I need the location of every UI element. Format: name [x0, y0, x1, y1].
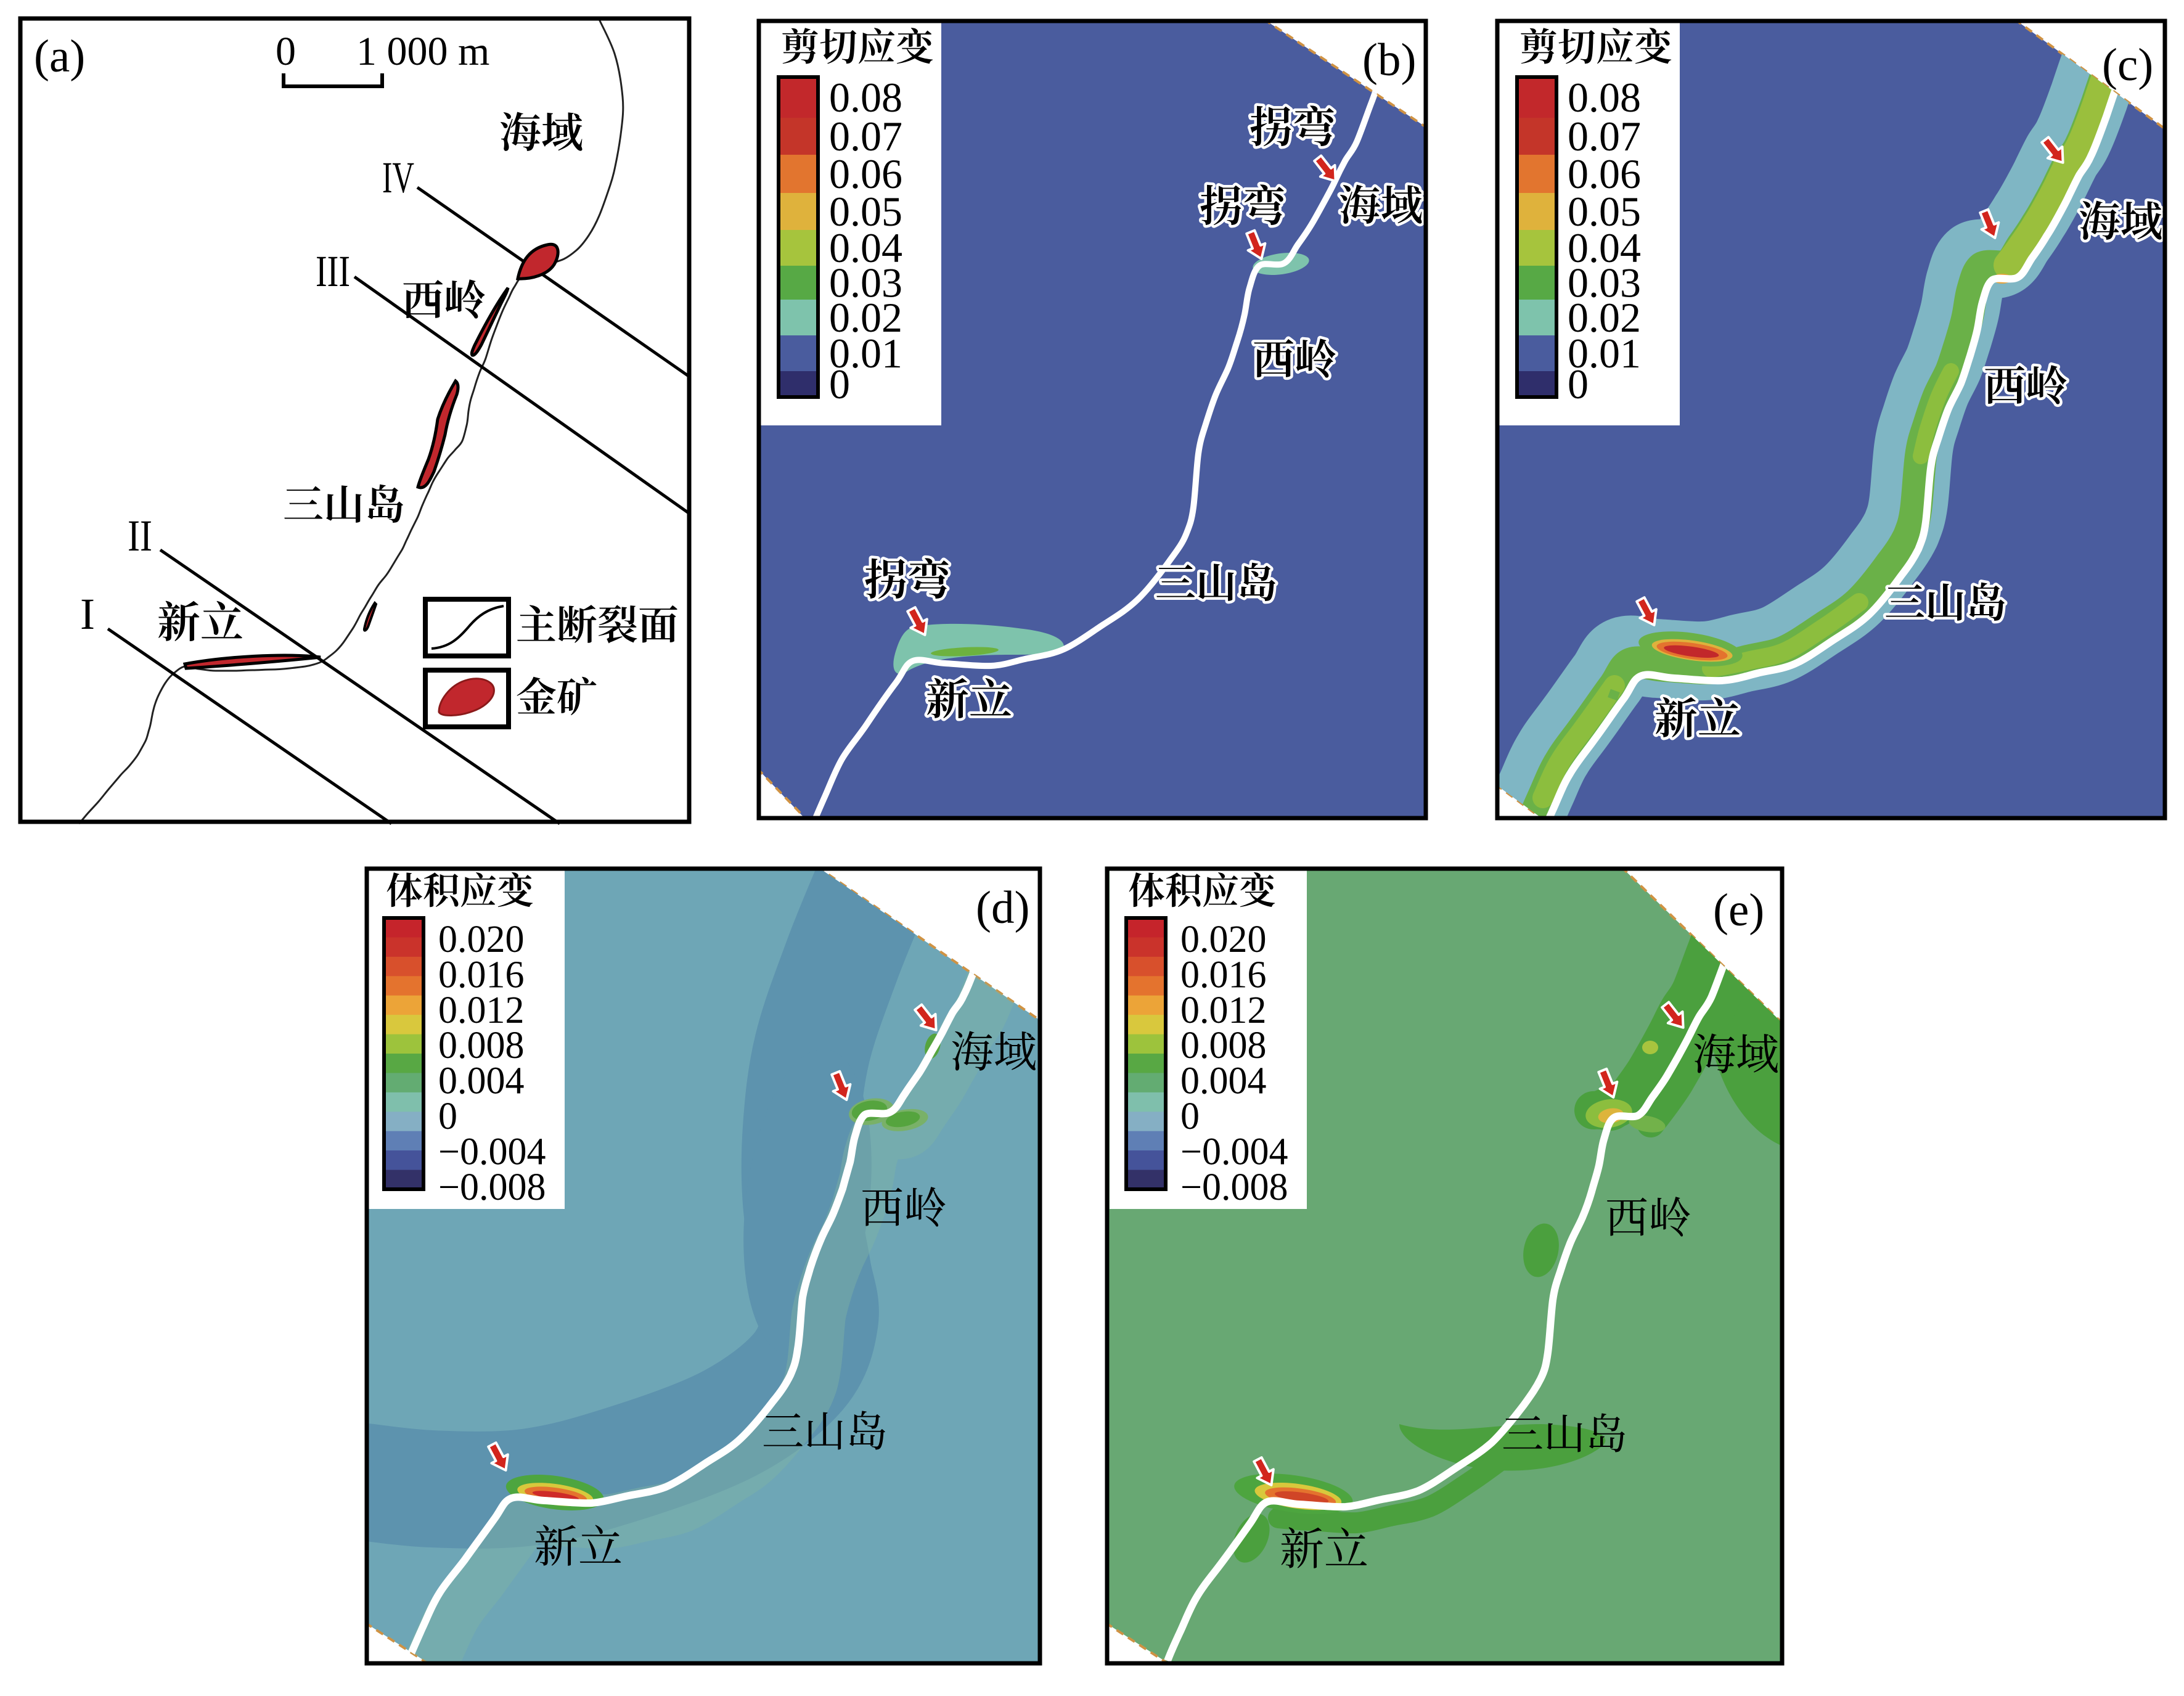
- svg-text:IV: IV: [382, 153, 414, 202]
- svg-text:(b): (b): [1362, 35, 1416, 86]
- svg-text:0: 0: [276, 29, 296, 74]
- svg-text:0.06: 0.06: [1568, 150, 1641, 197]
- svg-text:0.008: 0.008: [1180, 1025, 1267, 1067]
- svg-text:0.05: 0.05: [829, 188, 902, 235]
- svg-text:0.020: 0.020: [1180, 919, 1267, 961]
- svg-text:(d): (d): [976, 882, 1029, 933]
- svg-text:0.06: 0.06: [829, 150, 902, 197]
- svg-text:−0.008: −0.008: [438, 1166, 546, 1208]
- svg-text:0.02: 0.02: [829, 294, 902, 341]
- svg-text:0.04: 0.04: [1568, 224, 1641, 271]
- svg-text:−0.004: −0.004: [1180, 1131, 1288, 1173]
- svg-text:0.016: 0.016: [438, 954, 525, 996]
- svg-text:0.02: 0.02: [1568, 294, 1641, 341]
- svg-text:0.012: 0.012: [1180, 989, 1267, 1031]
- svg-text:0.04: 0.04: [829, 224, 902, 271]
- svg-text:(a): (a): [34, 31, 85, 82]
- svg-text:0: 0: [1568, 361, 1589, 408]
- svg-text:0: 0: [438, 1096, 457, 1137]
- svg-text:0.03: 0.03: [829, 260, 902, 306]
- svg-text:0.004: 0.004: [1180, 1060, 1267, 1102]
- svg-text:0.07: 0.07: [1568, 113, 1641, 160]
- svg-text:(e): (e): [1713, 885, 1764, 936]
- svg-text:0.05: 0.05: [1568, 188, 1641, 235]
- svg-text:0: 0: [829, 361, 850, 408]
- svg-text:III: III: [316, 247, 350, 296]
- svg-text:0.004: 0.004: [438, 1060, 525, 1102]
- svg-text:0.03: 0.03: [1568, 260, 1641, 306]
- svg-text:0: 0: [1180, 1096, 1200, 1137]
- svg-text:I: I: [80, 589, 95, 639]
- svg-text:1 000 m: 1 000 m: [356, 29, 489, 74]
- svg-text:0.012: 0.012: [438, 989, 525, 1031]
- svg-text:(c): (c): [2102, 39, 2153, 91]
- svg-text:0.07: 0.07: [829, 113, 902, 160]
- svg-text:0.016: 0.016: [1180, 954, 1267, 996]
- svg-text:0.08: 0.08: [829, 74, 902, 121]
- svg-text:0.08: 0.08: [1568, 74, 1641, 121]
- svg-text:0.008: 0.008: [438, 1025, 525, 1067]
- svg-text:II: II: [128, 511, 152, 560]
- svg-text:0.01: 0.01: [829, 330, 902, 377]
- svg-text:−0.004: −0.004: [438, 1131, 546, 1173]
- svg-text:0.020: 0.020: [438, 919, 525, 961]
- svg-text:−0.008: −0.008: [1180, 1166, 1288, 1208]
- svg-text:0.01: 0.01: [1568, 330, 1641, 377]
